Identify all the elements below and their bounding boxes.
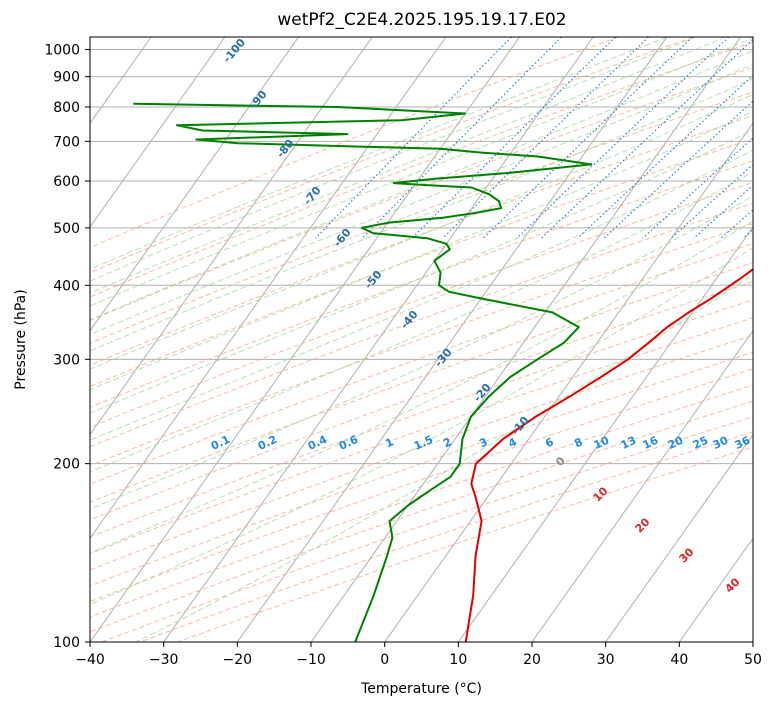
plot-area xyxy=(0,37,775,642)
mixing-ratio-label: 0.2 xyxy=(256,433,279,453)
temperature-trace xyxy=(466,101,775,642)
y-tick-label: 800 xyxy=(53,100,80,116)
moist-adiabat-label: 40 xyxy=(723,575,743,595)
dry-adiabat-label: -20 xyxy=(471,381,494,405)
moist-adiabat-label: 30 xyxy=(677,545,697,565)
dry-adiabat-label: -100 xyxy=(220,36,248,66)
dry-adiabat-label: -90 xyxy=(247,88,270,112)
dry-adiabat-label: -10 xyxy=(509,414,532,438)
mixing-ratio-label: 13 xyxy=(619,434,638,452)
isotherm-gridline xyxy=(0,37,299,642)
moist-adiabat xyxy=(0,37,726,642)
mixing-ratio-label: 8 xyxy=(572,435,584,450)
x-axis-label: Temperature (°C) xyxy=(360,681,482,697)
x-tick-label: −40 xyxy=(75,652,105,668)
isotherm-gridline xyxy=(679,37,775,642)
moist-adiabat xyxy=(0,37,696,642)
dry-adiabat xyxy=(140,37,775,642)
x-tick-label: 40 xyxy=(670,652,688,668)
y-tick-label: 200 xyxy=(53,457,80,473)
isotherm-gridline xyxy=(0,37,4,642)
y-tick-label: 100 xyxy=(53,635,80,651)
y-tick-label: 300 xyxy=(53,352,80,368)
mixing-ratio-label: 30 xyxy=(711,434,731,452)
mixing-ratio-label: 1 xyxy=(383,435,395,450)
mixing-ratio-label: 6 xyxy=(543,435,556,450)
mixing-ratio-label: 3 xyxy=(477,435,489,450)
x-tick-label: 10 xyxy=(449,652,467,668)
mixing-ratio-line xyxy=(694,37,775,238)
y-tick-label: 1000 xyxy=(44,43,80,59)
mixing-ratio-label: 0.6 xyxy=(337,433,360,453)
y-tick-label: 600 xyxy=(53,174,80,190)
mixing-ratio-line xyxy=(743,37,775,238)
mixing-ratio-label: 4 xyxy=(506,435,519,450)
x-tick-label: −30 xyxy=(149,652,179,668)
y-tick-label: 700 xyxy=(53,134,80,150)
x-tick-label: 50 xyxy=(744,652,762,668)
isotherm-gridline xyxy=(90,37,520,642)
mixing-ratio-line xyxy=(362,37,561,238)
isotherm-gridline xyxy=(0,37,78,642)
mixing-ratio-label: 0.4 xyxy=(306,433,329,453)
isotherm-gridline xyxy=(753,37,775,642)
isotherm-gridline xyxy=(16,37,446,642)
moist-adiabat-label: 10 xyxy=(591,484,611,504)
mixing-ratio-line xyxy=(643,37,775,238)
y-tick-label: 900 xyxy=(53,70,80,86)
mixing-ratio-line xyxy=(767,37,775,238)
moist-adiabat-label: 20 xyxy=(633,515,653,535)
moist-adiabat xyxy=(0,37,755,642)
dry-adiabat-label: -40 xyxy=(398,308,421,332)
x-tick-label: −10 xyxy=(296,652,326,668)
mixing-ratio-line xyxy=(721,37,775,238)
y-axis-label: Pressure (hPa) xyxy=(13,289,29,389)
dry-adiabat-label: -80 xyxy=(274,137,297,161)
x-tick-label: 30 xyxy=(597,652,615,668)
dry-adiabat xyxy=(102,37,775,642)
mixing-ratio-label: 1.5 xyxy=(412,433,435,453)
isotherm-gridline xyxy=(458,37,775,642)
y-tick-label: 500 xyxy=(53,221,80,237)
chart-title: wetPf2_C2E4.2025.195.19.17.E02 xyxy=(0,10,775,30)
dry-adiabat-label: -60 xyxy=(331,226,354,250)
mixing-ratio-line xyxy=(541,37,755,238)
mixing-ratio-line xyxy=(483,37,692,238)
mixing-ratio-line xyxy=(315,37,511,238)
dry-adiabat xyxy=(0,37,693,642)
x-tick-label: −20 xyxy=(223,652,253,668)
x-tick-label: 0 xyxy=(380,652,389,668)
y-tick-label: 400 xyxy=(53,278,80,294)
x-tick-label: 20 xyxy=(523,652,541,668)
mixing-ratio-label: 36 xyxy=(733,434,753,452)
mixing-ratio-line xyxy=(604,37,775,238)
mixing-ratio-label: 25 xyxy=(691,434,710,452)
